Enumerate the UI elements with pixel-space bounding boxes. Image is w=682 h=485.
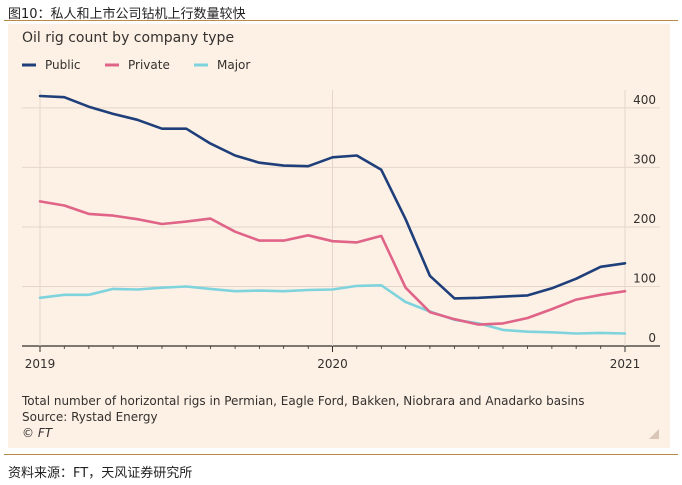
figure-caption: 图10：私人和上市公司钻机上行数量较快 (8, 7, 246, 22)
chart-title: Oil rig count by company type (22, 30, 234, 46)
series-line-public (38, 94, 627, 300)
grid-lines (22, 90, 660, 347)
top-divider (4, 20, 678, 21)
y-axis-ticks: 0 100 200 300 400 (633, 93, 656, 345)
x-tick-label-2021: 2021 (610, 357, 641, 371)
chart-source: Source: Rystad Energy (22, 410, 158, 424)
resize-corner-icon (649, 429, 659, 439)
legend-label-private: Private (128, 58, 170, 72)
y-tick-label-0: 0 (648, 331, 656, 345)
y-tick-label-300: 300 (633, 152, 656, 166)
legend-label-public: Public (45, 58, 81, 72)
y-tick-label-200: 200 (633, 212, 656, 226)
bottom-divider (4, 454, 678, 455)
y-tick-label-400: 400 (633, 93, 656, 107)
series-line-private (38, 200, 627, 326)
x-tick-label-2020: 2020 (317, 357, 348, 371)
chart-panel (8, 24, 670, 448)
series-lines (38, 94, 627, 335)
x-tick-label-2019: 2019 (25, 357, 56, 371)
chart-credit: © FT (22, 426, 54, 440)
legend: Public Private Major (22, 58, 250, 72)
chart-description: Total number of horizontal rigs in Permi… (21, 394, 585, 408)
y-tick-label-100: 100 (633, 271, 656, 285)
legend-label-major: Major (217, 58, 250, 72)
series-line-major (38, 283, 627, 335)
source-line: 资料来源：FT，天风证券研究所 (8, 466, 193, 481)
x-axis-ticks: 2019 2020 2021 (25, 346, 641, 371)
